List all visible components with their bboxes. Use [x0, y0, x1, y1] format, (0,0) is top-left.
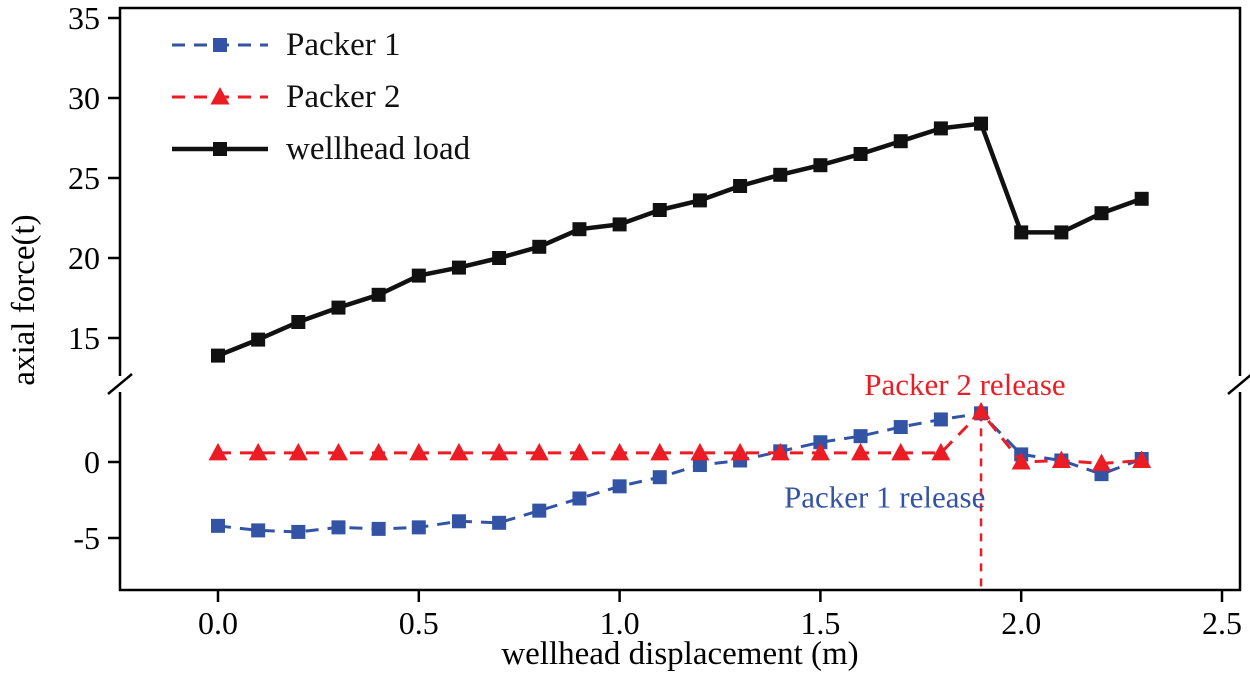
legend-label: Packer 2 [286, 79, 401, 115]
y-tick-label: 0 [84, 444, 100, 480]
axes: 15 20 25 30 35 -5 0 0.0 0.5 1.0 1.5 2.0 2.5 wellhead … [6, 0, 1250, 672]
x-tick-label: 1.5 [800, 605, 840, 641]
annotation-packer-1-release: Packer 1 release [784, 479, 985, 514]
x-tick-label: 2.5 [1202, 605, 1242, 641]
y-tick-label: 15 [68, 320, 100, 356]
y-tick-label: 25 [68, 160, 100, 196]
y-tick-label: 20 [68, 240, 100, 276]
x-tick-label: 0.0 [198, 605, 238, 641]
x-tick-label: 0.5 [399, 605, 439, 641]
annotation-packer-2-release: Packer 2 release [864, 367, 1065, 402]
series-packer-1 [211, 406, 1149, 539]
legend-label: Packer 1 [286, 27, 401, 63]
x-tick-label: 2.0 [1001, 605, 1041, 641]
legend-label: wellhead load [286, 131, 471, 167]
x-axis-title: wellhead displacement (m) [501, 636, 858, 672]
annotations: Packer 2 release Packer 1 release [784, 367, 1066, 514]
y-tick-label: 35 [68, 0, 100, 36]
series-wellhead-load [211, 116, 1149, 363]
y-axis-title: axial force(t) [6, 214, 42, 385]
y-tick-label: 30 [68, 80, 100, 116]
legend: Packer 1 Packer 2 wellhead load [172, 27, 471, 167]
series-packer-2 [208, 401, 1152, 472]
x-tick-label: 1.0 [600, 605, 640, 641]
y-tick-label: -5 [73, 520, 100, 556]
